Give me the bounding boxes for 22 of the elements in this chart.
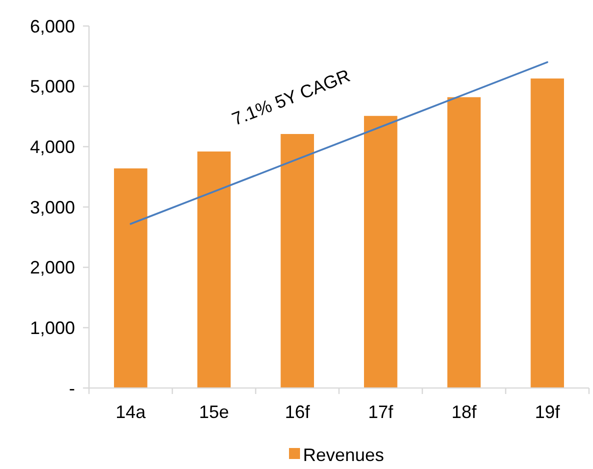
y-tick-label: -: [69, 378, 75, 398]
bar: [364, 116, 398, 388]
y-tick-label: 5,000: [30, 76, 75, 97]
x-tick-label: 17f: [368, 402, 394, 422]
annotation: 7.1% 5Y CAGR: [229, 66, 353, 130]
bar: [197, 151, 231, 388]
y-tick-label: 3,000: [30, 197, 75, 218]
line-series: [130, 61, 548, 225]
x-tick-label: 15e: [198, 402, 230, 422]
y-tick-label: 1,000: [30, 318, 75, 338]
x-tick-label: 16f: [284, 402, 311, 422]
x-tick-label: 14a: [116, 402, 147, 422]
bar: [447, 97, 481, 388]
legend-label: Revenues: [303, 445, 384, 465]
x-tick-label: 19f: [534, 402, 561, 422]
bar: [114, 168, 148, 388]
y-tick-label: 2,000: [30, 258, 75, 278]
y-tick-label: 6,000: [30, 16, 75, 36]
bar: [530, 78, 564, 388]
y-tick-label: 4,000: [30, 136, 75, 157]
bar: [280, 134, 314, 388]
x-tick-label: 18f: [451, 402, 478, 422]
